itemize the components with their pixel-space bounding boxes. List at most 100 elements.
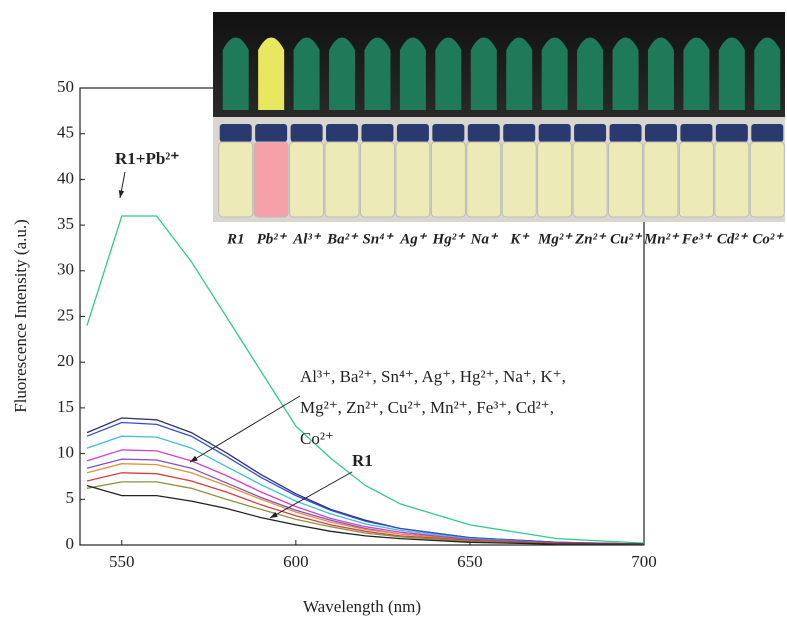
vial-top: [435, 37, 462, 110]
vial-top: [683, 37, 710, 110]
vial-top: [577, 37, 604, 110]
vial-top: [506, 37, 533, 110]
annotation: R1+Pb²⁺: [115, 149, 179, 168]
vial-cap: [432, 124, 465, 142]
annotation: R1: [352, 451, 373, 470]
vial-cap: [609, 124, 642, 142]
vial-bottom: [289, 141, 325, 218]
inset-label: Hg²⁺: [432, 231, 467, 247]
annotation: Mg²⁺, Zn²⁺, Cu²⁺, Mn²⁺, Fe³⁺, Cd²⁺,: [300, 398, 554, 417]
y-tick-label: 25: [57, 305, 74, 324]
vial-bottom: [324, 141, 360, 218]
y-axis-title: Fluorescence Intensity (a.u.): [11, 219, 30, 413]
inset-label: Co²⁺: [752, 231, 784, 247]
vial-cap: [680, 124, 713, 142]
vial-top: [612, 37, 639, 110]
vial-cap: [255, 124, 288, 142]
spectrum-line: [86, 463, 645, 545]
inset-label: Fe³⁺: [681, 231, 713, 247]
inset-label: Cd²⁺: [717, 231, 749, 247]
y-tick-label: 30: [57, 260, 74, 279]
spectrum-line: [86, 484, 644, 545]
vial-cap: [467, 124, 500, 142]
vial-top: [470, 37, 497, 110]
vial-top: [718, 37, 745, 110]
vial-bottom: [643, 141, 679, 218]
arrow: [189, 395, 301, 463]
inset-label: Zn²⁺: [574, 231, 607, 247]
y-tick-label: 35: [57, 214, 74, 233]
y-tick-label: 20: [57, 351, 74, 370]
vial-cap: [751, 124, 784, 142]
arrow-head: [190, 455, 198, 462]
vial-bottom: [466, 141, 502, 218]
vial-bottom: [608, 141, 644, 218]
y-tick-label: 40: [57, 168, 74, 187]
annotation: Co²⁺: [300, 429, 334, 448]
arrow-head: [118, 190, 125, 198]
vial-cap: [715, 124, 748, 142]
y-tick-label: 50: [57, 77, 74, 96]
x-tick-label: 600: [283, 552, 309, 571]
inset-label: Cu²⁺: [610, 231, 643, 247]
vial-cap: [219, 124, 252, 142]
vial-cap: [290, 124, 323, 142]
inset-label: Sn⁴⁺: [363, 231, 395, 247]
inset-label: R1: [226, 231, 245, 247]
inset-label: Mn²⁺: [643, 231, 680, 247]
vial-top: [329, 37, 356, 110]
x-tick-label: 550: [109, 552, 135, 571]
y-tick-label: 10: [57, 443, 74, 462]
vial-bottom: [537, 141, 573, 218]
inset-label: Na⁺: [470, 231, 499, 247]
vial-bottom: [714, 141, 750, 218]
vial-cap: [396, 124, 429, 142]
vial-cap: [538, 124, 571, 142]
vial-top: [754, 37, 781, 110]
spectrum-line: [86, 481, 644, 545]
x-tick-label: 700: [631, 552, 657, 571]
vial-cap: [574, 124, 607, 142]
vial-top: [364, 37, 391, 110]
vial-bottom: [749, 141, 785, 218]
vial-cap: [503, 124, 536, 142]
spectrum-line: [86, 472, 645, 545]
y-tick-label: 45: [57, 123, 74, 142]
y-tick-label: 15: [57, 397, 74, 416]
vial-cap: [326, 124, 359, 142]
vial-cap: [361, 124, 394, 142]
inset-label: Ag⁺: [399, 231, 428, 247]
vial-bottom: [395, 141, 431, 218]
inset-label: Al³⁺: [292, 231, 322, 247]
vial-top: [293, 37, 320, 110]
spectrum-line: [86, 458, 645, 545]
vial-bottom: [572, 141, 608, 218]
inset-label: Mg²⁺: [537, 231, 573, 247]
spectrum-line: [86, 417, 645, 545]
inset-label: Pb²⁺: [257, 231, 288, 247]
annotation: Al³⁺, Ba²⁺, Sn⁴⁺, Ag⁺, Hg²⁺, Na⁺, K⁺,: [300, 367, 566, 386]
vial-top: [541, 37, 568, 110]
vial-bottom: [359, 141, 395, 218]
arrow: [269, 471, 353, 519]
inset-label: K⁺: [509, 231, 530, 247]
vial-bottom: [218, 141, 254, 218]
spectrum-line: [86, 435, 645, 545]
vial-top: [222, 37, 249, 110]
vial-bottom: [430, 141, 466, 218]
vial-top: [647, 37, 674, 110]
y-tick-label: 5: [66, 488, 75, 507]
spectrum-line: [86, 421, 645, 545]
x-axis-title: Wavelength (nm): [303, 597, 421, 616]
y-tick-label: 0: [66, 534, 75, 553]
vial-bottom: [501, 141, 537, 218]
spectrum-line: [86, 215, 645, 544]
x-tick-label: 650: [457, 552, 483, 571]
vial-top: [399, 37, 426, 110]
vial-top: [258, 37, 285, 110]
vial-cap: [644, 124, 677, 142]
inset-label: Ba²⁺: [326, 231, 359, 247]
vial-bottom: [253, 141, 289, 218]
